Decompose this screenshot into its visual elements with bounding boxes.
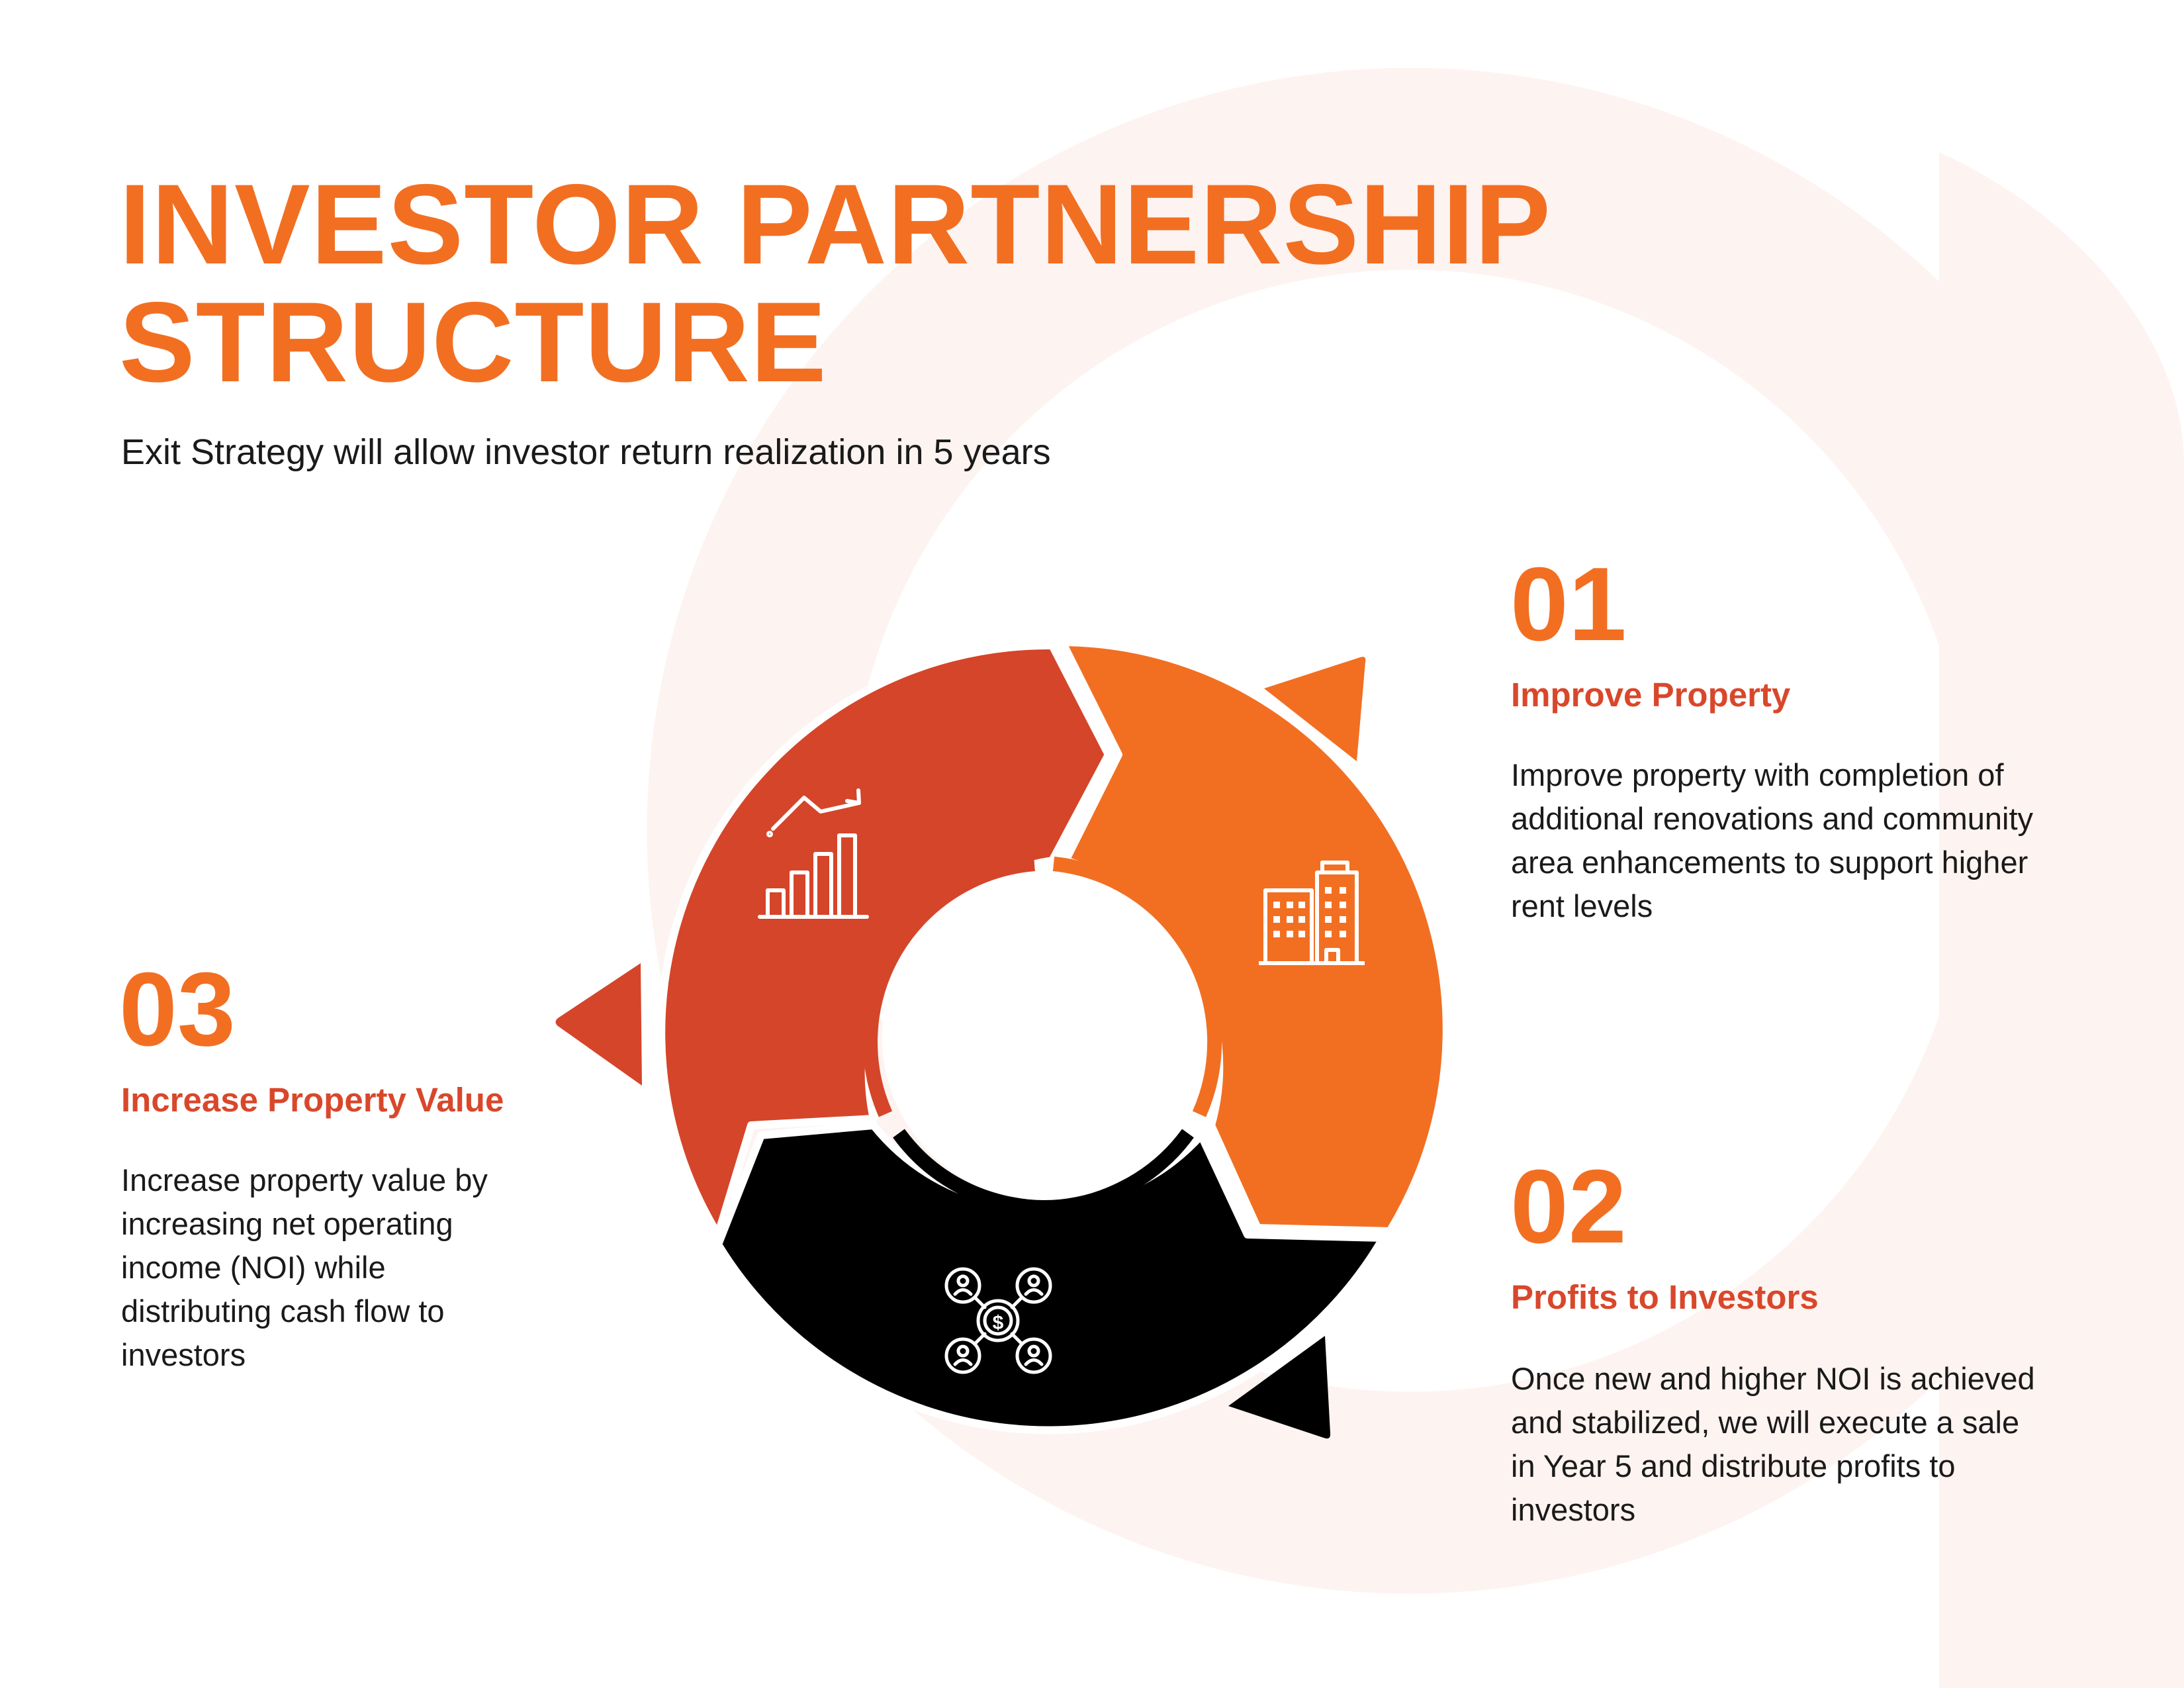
step-03-description-line: increasing net operating — [121, 1206, 453, 1241]
page-title: INVESTOR PARTNERSHIP STRUCTURE — [119, 165, 1551, 401]
inner-ring-arc-black — [893, 1129, 1194, 1215]
step-01-title: Improve Property — [1511, 676, 1791, 714]
step-01-description-line: additional renovations and community — [1511, 801, 2034, 836]
step-01-description-line: rent levels — [1511, 888, 1653, 923]
step-03-description-line: Increase property value by — [121, 1162, 488, 1197]
step-02-description: Once new and higher NOI is achieved and … — [1511, 1357, 2035, 1532]
step-03-description-line: income (NOI) while — [121, 1250, 386, 1285]
inner-ring-arc-red — [863, 857, 1035, 1117]
inner-ring-arc-orange — [1052, 857, 1222, 1117]
step-02-number: 02 — [1510, 1149, 1627, 1265]
page-title-line-1: INVESTOR PARTNERSHIP — [119, 161, 1551, 288]
step-03-title: Increase Property Value — [121, 1081, 504, 1119]
step-02-description-line: in Year 5 and distribute profits to — [1511, 1448, 1956, 1483]
arrowhead-upper-right — [1264, 657, 1366, 761]
step-02-description-line: and stabilized, we will execute a sale — [1511, 1405, 2020, 1440]
step-01-description-line: area enhancements to support higher — [1511, 845, 2028, 880]
arrowhead-lower-right — [1228, 1336, 1331, 1439]
growth-chart-icon — [758, 788, 869, 919]
step-01-description: Improve property with completion of addi… — [1511, 753, 2033, 928]
page-subtitle: Exit Strategy will allow investor return… — [121, 432, 1051, 472]
building-icon — [1259, 861, 1365, 965]
step-01-number: 01 — [1510, 546, 1627, 663]
step-02-description-line: Once new and higher NOI is achieved — [1511, 1361, 2035, 1396]
step-03-description-line: investors — [121, 1337, 246, 1372]
step-03-description-line: distributing cash flow to — [121, 1293, 445, 1329]
step-03-description: Increase property value by increasing ne… — [121, 1158, 488, 1377]
page-title-line-2: STRUCTURE — [119, 279, 827, 406]
inner-hole — [882, 876, 1206, 1200]
step-01-description-line: Improve property with completion of — [1511, 757, 2004, 792]
step-02-title: Profits to Investors — [1511, 1278, 1819, 1316]
dollar-sign-glyph: $ — [993, 1312, 1004, 1334]
step-02-description-line: investors — [1511, 1492, 1636, 1527]
step-03-number: 03 — [119, 951, 236, 1068]
arrowhead-left — [555, 963, 642, 1086]
investors-network-icon — [944, 1267, 1052, 1374]
